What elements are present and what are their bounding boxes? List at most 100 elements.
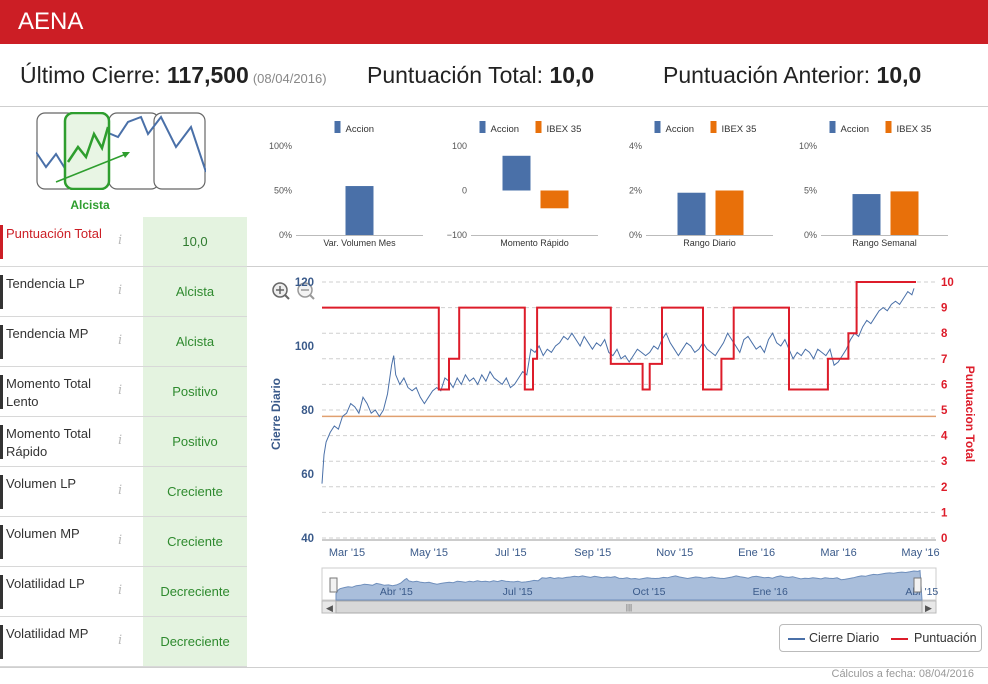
info-icon[interactable]: i bbox=[118, 383, 123, 398]
indicator-value: Creciente bbox=[143, 517, 247, 566]
y-tick-label: 2% bbox=[629, 186, 642, 196]
legend-swatch bbox=[479, 121, 486, 133]
legend-label: IBEX 35 bbox=[897, 124, 932, 135]
indicator-name: Puntuación Total bbox=[6, 226, 102, 241]
zoom-in-icon[interactable] bbox=[272, 282, 290, 300]
indicator-name: Volumen LP bbox=[6, 476, 77, 491]
y-tick-label: 40 bbox=[301, 533, 314, 545]
indicator-row: Volumen LP i Creciente bbox=[0, 467, 247, 517]
total-score-label: Puntuación Total: bbox=[367, 62, 544, 88]
bar-accion bbox=[677, 192, 706, 235]
info-icon[interactable]: i bbox=[118, 333, 123, 348]
trend-thumbnail bbox=[36, 112, 206, 190]
legend-item-cierre[interactable]: Cierre Diario bbox=[809, 631, 880, 645]
row-marker bbox=[0, 275, 3, 309]
legend-label: Accion bbox=[491, 124, 520, 135]
legend-label: Accion bbox=[841, 124, 870, 135]
mini-chart-title: Momento Rápido bbox=[500, 238, 569, 248]
app-title: AENA bbox=[18, 8, 84, 35]
y-tick-label: 100 bbox=[295, 341, 314, 353]
indicator-name: Tendencia MP bbox=[6, 326, 89, 341]
info-icon[interactable]: i bbox=[118, 633, 123, 648]
indicator-row: Momento Total Rápido i Positivo bbox=[0, 417, 247, 467]
x-tick-label: Nov '15 bbox=[656, 547, 693, 559]
previous-score: Puntuación Anterior: 10,0 bbox=[663, 62, 921, 89]
indicator-value: Decreciente bbox=[143, 617, 247, 666]
info-icon[interactable]: i bbox=[118, 533, 123, 548]
trend-label: Alcista bbox=[70, 198, 110, 212]
navigator-handle-right[interactable] bbox=[913, 577, 922, 593]
indicator-row: Volatilidad LP i Decreciente bbox=[0, 567, 247, 617]
header-bar: AENA bbox=[0, 0, 988, 44]
bar-accion bbox=[502, 155, 531, 191]
x-tick-label: Mar '16 bbox=[820, 547, 856, 559]
total-score: Puntuación Total: 10,0 bbox=[367, 62, 594, 89]
bar-accion bbox=[852, 194, 881, 235]
scrollbar-thumb[interactable] bbox=[335, 600, 923, 614]
mini-chart-volumen: Accion 100% 50% 0% Var. Volumen Mes bbox=[269, 121, 423, 248]
x-tick-label: May '15 bbox=[410, 547, 448, 559]
row-marker bbox=[0, 525, 3, 559]
info-icon[interactable]: i bbox=[118, 483, 123, 498]
zoom-in-icon bbox=[284, 294, 290, 300]
legend-label: Accion bbox=[346, 124, 375, 135]
indicator-row: Puntuación Total i 10,0 bbox=[0, 217, 247, 267]
legend-swatch-puntuacion bbox=[891, 638, 908, 640]
indicator-name: Volumen MP bbox=[6, 526, 80, 541]
mini-chart-title: Rango Diario bbox=[683, 238, 736, 248]
x-tick-label: Mar '15 bbox=[329, 547, 365, 559]
y-tick-label: 100% bbox=[269, 141, 292, 151]
info-icon[interactable]: i bbox=[118, 283, 123, 298]
zoom-out-icon bbox=[309, 294, 315, 300]
navigator-tick-label: Abr '15 bbox=[380, 586, 413, 598]
indicator-name: Volatilidad MP bbox=[6, 626, 89, 641]
y2-tick-label: 0 bbox=[941, 533, 947, 545]
y2-tick-label: 5 bbox=[941, 405, 948, 417]
row-marker bbox=[0, 225, 3, 259]
y-tick-label: 0% bbox=[804, 230, 817, 240]
legend-swatch bbox=[334, 121, 341, 133]
info-icon[interactable]: i bbox=[118, 433, 123, 448]
bar-ibex-35 bbox=[890, 191, 919, 235]
total-score-value: 10,0 bbox=[549, 62, 595, 88]
x-tick-label: Ene '16 bbox=[738, 547, 775, 559]
y2-tick-label: 7 bbox=[941, 354, 947, 366]
legend-item-puntuacion[interactable]: Puntuación bbox=[914, 631, 977, 645]
legend-label: Accion bbox=[666, 124, 695, 135]
indicator-value: Positivo bbox=[143, 367, 247, 416]
y-tick-label: 5% bbox=[804, 186, 817, 196]
mini-chart-title: Var. Volumen Mes bbox=[323, 238, 396, 248]
mini-chart-title: Rango Semanal bbox=[852, 238, 917, 248]
x-tick-label: Sep '15 bbox=[574, 547, 611, 559]
previous-score-value: 10,0 bbox=[876, 62, 922, 88]
bar-accion bbox=[345, 186, 374, 235]
indicator-row: Volumen MP i Creciente bbox=[0, 517, 247, 567]
y2-tick-label: 4 bbox=[941, 431, 948, 443]
indicator-value: Positivo bbox=[143, 417, 247, 466]
mini-chart-rango-diario: Accion IBEX 35 4% 2% 0% Rango Diario bbox=[629, 121, 773, 248]
navigator-tick-label: Ene '16 bbox=[753, 586, 788, 598]
y2-tick-label: 6 bbox=[941, 379, 947, 391]
indicator-name: Momento Total Lento bbox=[6, 376, 92, 409]
y2-tick-label: 2 bbox=[941, 482, 947, 494]
info-icon[interactable]: i bbox=[118, 233, 123, 248]
legend-swatch-cierre bbox=[788, 638, 805, 640]
info-icon[interactable]: i bbox=[118, 583, 123, 598]
series-cierre-diario bbox=[321, 288, 915, 484]
y-tick-label: 120 bbox=[295, 277, 314, 289]
navigator-handle-left[interactable] bbox=[329, 577, 338, 593]
legend-swatch bbox=[710, 121, 717, 133]
indicator-value: Alcista bbox=[143, 317, 247, 366]
navigator-tick-label: Abr '15 bbox=[905, 586, 938, 598]
zoom-out-icon[interactable] bbox=[297, 282, 315, 300]
row-marker bbox=[0, 575, 3, 609]
indicator-row: Tendencia LP i Alcista bbox=[0, 267, 247, 317]
y2-tick-label: 1 bbox=[941, 507, 948, 519]
y-tick-label: 60 bbox=[301, 469, 314, 481]
last-close-date: (08/04/2016) bbox=[252, 71, 327, 86]
x-tick-label: May '16 bbox=[901, 547, 939, 559]
summary-bar: Último Cierre: 117,500 (08/04/2016) Puntu… bbox=[0, 44, 988, 106]
y2-tick-label: 10 bbox=[941, 277, 954, 289]
legend-swatch bbox=[535, 121, 542, 133]
